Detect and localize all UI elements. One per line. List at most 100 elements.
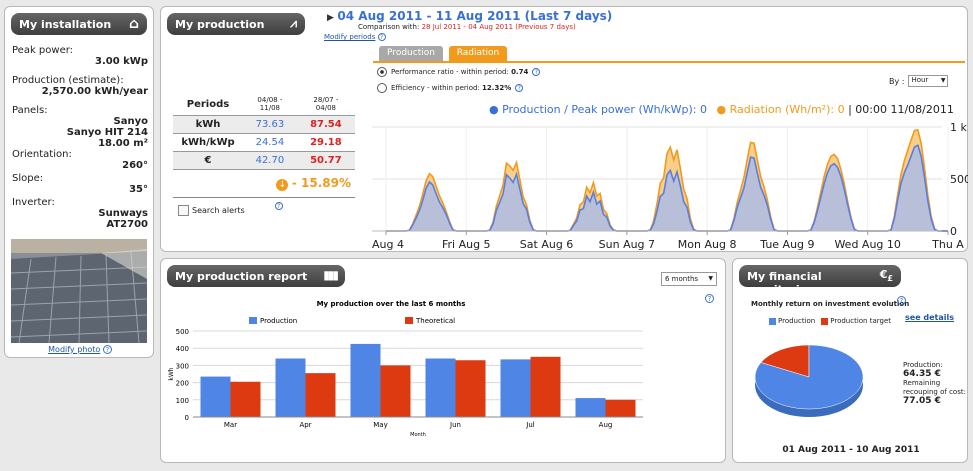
y-tick-label: 0 bbox=[950, 225, 957, 238]
bar-chart-title: My production over the last 6 months bbox=[317, 300, 466, 308]
by-select[interactable]: Hour ▼ bbox=[908, 75, 949, 87]
legend-target-label: Production target bbox=[830, 317, 892, 325]
bar bbox=[305, 373, 336, 417]
efficiency-value: 12.32% bbox=[482, 84, 512, 92]
date-range-arrow-icon[interactable]: ▶ bbox=[327, 13, 334, 23]
x-tick-label: Sat Aug 6 bbox=[520, 238, 574, 251]
remaining-label-a: Remaining bbox=[903, 379, 941, 387]
y-tick-label: 200 bbox=[176, 380, 189, 388]
help-icon[interactable]: ? bbox=[274, 201, 283, 210]
remaining-label-b: recouping of cost: bbox=[903, 388, 966, 396]
panels-label: Panels: bbox=[12, 105, 48, 116]
help-icon[interactable]: ? bbox=[532, 68, 541, 76]
financial-panel: My financial monitoring €£ Monthly retur… bbox=[732, 258, 968, 463]
tab-underline bbox=[373, 61, 965, 63]
financial-production-value: 64.35 € bbox=[903, 369, 941, 379]
slope-value: 35° bbox=[129, 184, 148, 195]
orientation-value: 260° bbox=[122, 160, 148, 171]
kwh-kwp-current: 24.54 bbox=[255, 137, 285, 148]
financial-production-label: Production: bbox=[903, 361, 943, 369]
down-arrow-icon: ↓ bbox=[276, 179, 289, 191]
pie-slice bbox=[760, 344, 810, 378]
bar bbox=[425, 358, 456, 417]
report-panel: My production report ▮▮▮ 6 months ▼ ? My… bbox=[160, 258, 726, 463]
x-tick-label: Jul bbox=[525, 421, 535, 429]
y-tick-label: 0 bbox=[185, 414, 189, 422]
bar bbox=[380, 365, 411, 417]
financial-title: My financial monitoring bbox=[747, 270, 822, 296]
euro-current: 42.70 bbox=[255, 155, 285, 166]
change-percentage: - 15.89% bbox=[291, 176, 351, 190]
production-title: My production bbox=[175, 18, 265, 31]
see-details-link[interactable]: see details bbox=[905, 313, 955, 322]
panels-model: Sanyo HIT 214 bbox=[66, 127, 148, 138]
tab-radiation[interactable]: Radiation bbox=[449, 46, 507, 61]
report-title-bar: My production report ▮▮▮ bbox=[167, 265, 345, 287]
chevron-down-icon: ▼ bbox=[708, 275, 713, 282]
date-range: 04 Aug 2011 - 11 Aug 2011 (Last 7 days) bbox=[337, 9, 613, 23]
inverter-model: AT2700 bbox=[106, 219, 148, 230]
y-tick-label: 100 bbox=[176, 397, 189, 405]
financial-period: 01 Aug 2011 - 10 Aug 2011 bbox=[782, 445, 920, 455]
bar bbox=[500, 359, 531, 417]
peak-power-value: 3.00 kWp bbox=[95, 56, 148, 67]
x-axis-label: Month bbox=[410, 432, 426, 438]
help-icon[interactable]: ? bbox=[515, 84, 524, 92]
current-period-header: 04/08 -11/08 bbox=[257, 96, 283, 112]
installation-photo bbox=[11, 239, 147, 343]
help-icon[interactable]: ? bbox=[102, 345, 112, 354]
bar bbox=[575, 398, 606, 417]
legend-target-swatch bbox=[821, 317, 829, 325]
help-icon[interactable]: ? bbox=[897, 296, 906, 305]
inverter-brand: Sunways bbox=[98, 208, 148, 219]
efficiency-radio[interactable] bbox=[377, 83, 387, 93]
bar-chart-icon[interactable]: ▮▮▮ bbox=[323, 268, 339, 282]
legend-swatch bbox=[405, 317, 413, 324]
production-estimate-label: Production (estimate): bbox=[12, 75, 124, 86]
modify-periods-link[interactable]: Modify periods bbox=[324, 33, 376, 41]
kwh-previous: 87.54 bbox=[310, 119, 342, 130]
comparison-value: 28 Jul 2011 - 04 Aug 2011 (Previous 7 da… bbox=[421, 23, 576, 31]
help-icon[interactable]: ? bbox=[377, 33, 386, 41]
row-label-euro: € bbox=[204, 155, 212, 166]
help-icon[interactable]: ? bbox=[705, 294, 714, 303]
line-chart-icon[interactable]: ⩘ bbox=[290, 16, 297, 30]
x-tick-label: Aug bbox=[599, 421, 613, 429]
x-tick-label: Mar bbox=[224, 421, 237, 429]
modify-photo-link[interactable]: Modify photo bbox=[48, 345, 101, 354]
x-tick-label: Fri Aug 5 bbox=[442, 238, 491, 251]
inverter-label: Inverter: bbox=[12, 197, 55, 208]
tab-production[interactable]: Production bbox=[379, 46, 443, 61]
euro-previous: 50.77 bbox=[310, 155, 342, 166]
home-icon[interactable]: ⌂ bbox=[128, 16, 139, 32]
performance-ratio-radio[interactable] bbox=[377, 67, 387, 77]
orientation-label: Orientation: bbox=[12, 149, 72, 160]
financial-title-bar: My financial monitoring €£ bbox=[739, 265, 901, 296]
months-select[interactable]: 6 months ▼ bbox=[661, 272, 717, 286]
search-alerts-checkbox[interactable] bbox=[178, 205, 189, 216]
financial-chart-title: Monthly return on investment evolution bbox=[751, 300, 910, 308]
legend-time: | 00:00 11/08/2011 bbox=[848, 103, 954, 116]
euro-pound-icon[interactable]: €£ bbox=[879, 268, 893, 284]
remaining-value: 77.05 € bbox=[903, 396, 941, 406]
installation-title: My installation bbox=[19, 18, 112, 31]
bar bbox=[275, 358, 306, 417]
chevron-down-icon: ▼ bbox=[940, 77, 946, 84]
production-title-bar: My production ⩘ bbox=[167, 13, 305, 35]
installation-panel: My installation ⌂ Peak power: 3.00 kWp P… bbox=[4, 6, 154, 358]
legend-swatch bbox=[249, 317, 257, 324]
bar bbox=[605, 399, 636, 417]
legend-production: ● Production / Peak power (Wh/kWp): 0 bbox=[489, 103, 708, 116]
performance-ratio-value: 0.74 bbox=[511, 68, 529, 76]
bar bbox=[200, 376, 231, 417]
periods-header: Periods bbox=[186, 98, 230, 110]
y-axis-label: kWh bbox=[168, 367, 175, 380]
y-tick-label: 1 k bbox=[950, 121, 967, 134]
kwh-current: 73.63 bbox=[255, 119, 285, 130]
legend-production-label: Production bbox=[778, 317, 816, 325]
x-tick-label: Sun Aug 7 bbox=[599, 238, 655, 251]
legend-label: Theoretical bbox=[415, 317, 455, 325]
y-tick-label: 400 bbox=[176, 345, 189, 353]
row-label-kwh: kWh bbox=[195, 119, 221, 130]
legend-production-swatch bbox=[769, 317, 776, 325]
